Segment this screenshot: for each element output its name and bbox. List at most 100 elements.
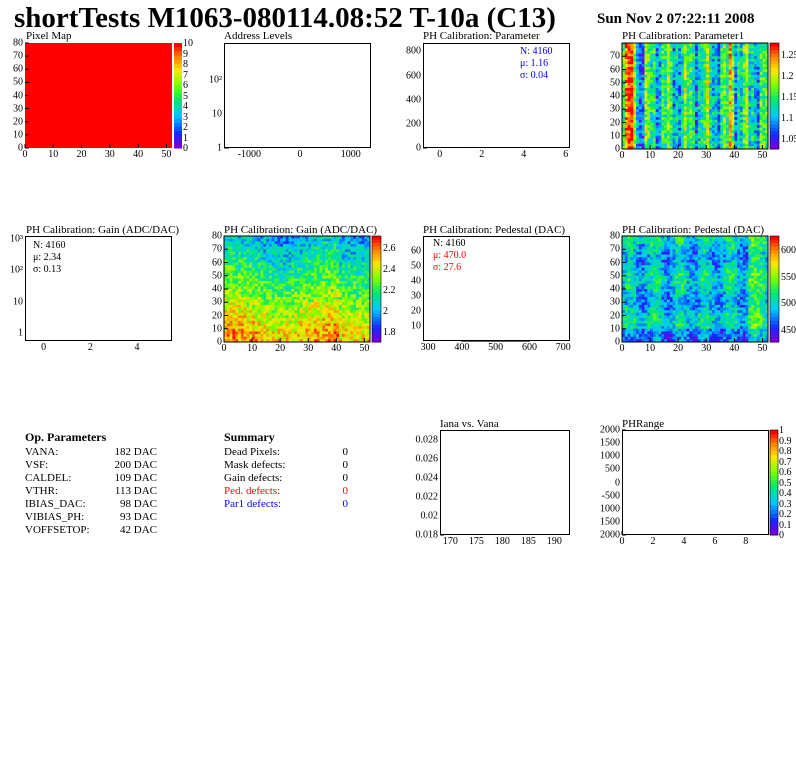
parameter1-map-cell: [714, 141, 718, 145]
pedestal-map-cell: [728, 259, 732, 263]
parameter1-map-palette-step: [770, 50, 779, 55]
parameter1-map-cell: [703, 66, 707, 70]
pedestal-map-cell: [728, 254, 732, 258]
gain-map-cell: [355, 312, 360, 316]
pedestal-map-cell: [695, 249, 699, 253]
gain-map-cell: [319, 241, 323, 245]
gain-map-cell: [266, 302, 270, 306]
gain-map-cell: [319, 278, 323, 282]
gain-map-cell: [249, 273, 253, 277]
gain-map-cell: [266, 310, 270, 314]
pedestal-map-cell: [689, 246, 693, 250]
gain-map-cell: [280, 246, 284, 250]
gain-map-cell: [226, 249, 231, 253]
gain-map-cell: [319, 299, 323, 303]
parameter1-map-cell: [745, 74, 749, 78]
gain-map-cell: [243, 336, 247, 340]
parameter1-map-cell: [686, 114, 690, 118]
parameter1-map-cell: [622, 143, 626, 147]
parameter1-map-cell: [689, 119, 693, 123]
gain-map-cell: [327, 238, 332, 242]
gain-map-cell: [257, 302, 261, 306]
parameter1-map-cell: [753, 96, 758, 100]
pedestal-map-cell: [734, 254, 738, 258]
gain-map-cell: [299, 286, 304, 290]
parameter1-map-cell: [737, 69, 741, 73]
parameter1-map-cell: [689, 69, 693, 73]
gain-map-cell: [355, 283, 360, 287]
parameter1-map-cell: [636, 111, 640, 115]
gain-map-cell: [327, 265, 332, 269]
gain-map-cell: [246, 265, 250, 269]
gain-map-cell: [336, 299, 340, 303]
parameter1-map-cell: [683, 82, 687, 86]
parameter1-map-cell: [700, 77, 704, 81]
gain-map-cell: [299, 270, 304, 274]
parameter1-map-cell: [683, 48, 687, 52]
parameter1-map-cell: [737, 141, 741, 145]
parameter1-map-cell: [638, 77, 643, 81]
gain-map-cell: [232, 281, 236, 285]
gain-map-cell: [330, 249, 334, 253]
parameter1-map-cell: [692, 53, 696, 57]
parameter1-map-cell: [703, 101, 707, 105]
gain-map-cell: [325, 304, 329, 308]
gain-map-cell: [347, 310, 351, 314]
gain-map-cell: [367, 246, 371, 250]
gain-map-cell: [327, 236, 332, 240]
parameter1-map-cell: [762, 69, 766, 73]
parameter1-map-cell: [734, 69, 738, 73]
gain-map-cell: [327, 294, 332, 298]
parameter1-map-cell: [647, 88, 651, 92]
gain-map-cell: [308, 296, 312, 300]
parameter1-map-cell: [711, 125, 716, 129]
parameter1-map-cell: [683, 93, 687, 97]
gain-map-cell: [260, 278, 264, 282]
parameter1-map-cell: [720, 58, 724, 62]
parameter1-map-cell: [624, 106, 629, 110]
gain-map-cell: [268, 257, 273, 261]
gain-map-cell: [333, 336, 337, 340]
parameter1-map-cell: [678, 90, 682, 94]
pedestal-map-cell: [669, 254, 673, 258]
gain-map-cell: [257, 241, 261, 245]
pedestal-map-cell: [734, 238, 738, 242]
gain-map-cell: [316, 267, 320, 271]
gain-map-cell: [311, 267, 315, 271]
gain-map-cell: [246, 238, 250, 242]
gain-map-cell: [249, 304, 253, 308]
parameter1-map-cell: [633, 80, 637, 84]
gain-map-cell: [344, 236, 348, 240]
gain-map-cell: [311, 283, 315, 287]
pedestal-map-cell: [633, 241, 637, 245]
gain-map-cell: [355, 320, 360, 324]
parameter1-map-cell: [680, 111, 685, 115]
gain-map-cell: [252, 294, 256, 298]
gain-map-cell: [364, 326, 368, 330]
gain-map-cell: [347, 251, 351, 255]
pedestal-map-cell: [686, 251, 690, 255]
parameter1-map-cell: [759, 69, 763, 73]
gain-map-cell: [254, 331, 259, 335]
gain-map-cell: [367, 238, 371, 242]
gain-map-cell: [358, 259, 362, 263]
parameter1-map-cell: [655, 45, 659, 49]
pedestal-map-cell: [720, 249, 724, 253]
parameter1-map-cell: [680, 45, 685, 49]
parameter1-map-cell: [686, 146, 690, 150]
gain-map-cell: [246, 294, 250, 298]
parameter1-map-cell: [655, 88, 659, 92]
parameter1-map-cell: [725, 58, 730, 62]
gain-map-cell: [347, 334, 351, 338]
parameter1-map-cell: [762, 125, 766, 129]
parameter1-map-cell: [658, 141, 662, 145]
parameter1-map-cell: [692, 66, 696, 70]
gain-map-cell: [353, 294, 357, 298]
gain-map-cell: [367, 307, 371, 311]
parameter1-map-cell: [655, 117, 659, 121]
pedestal-map-cell: [731, 249, 735, 253]
parameter1-map-cell: [734, 141, 738, 145]
gain-map-cell: [353, 307, 357, 311]
gain-map-cell: [313, 283, 318, 287]
parameter1-map-cell: [630, 82, 634, 86]
